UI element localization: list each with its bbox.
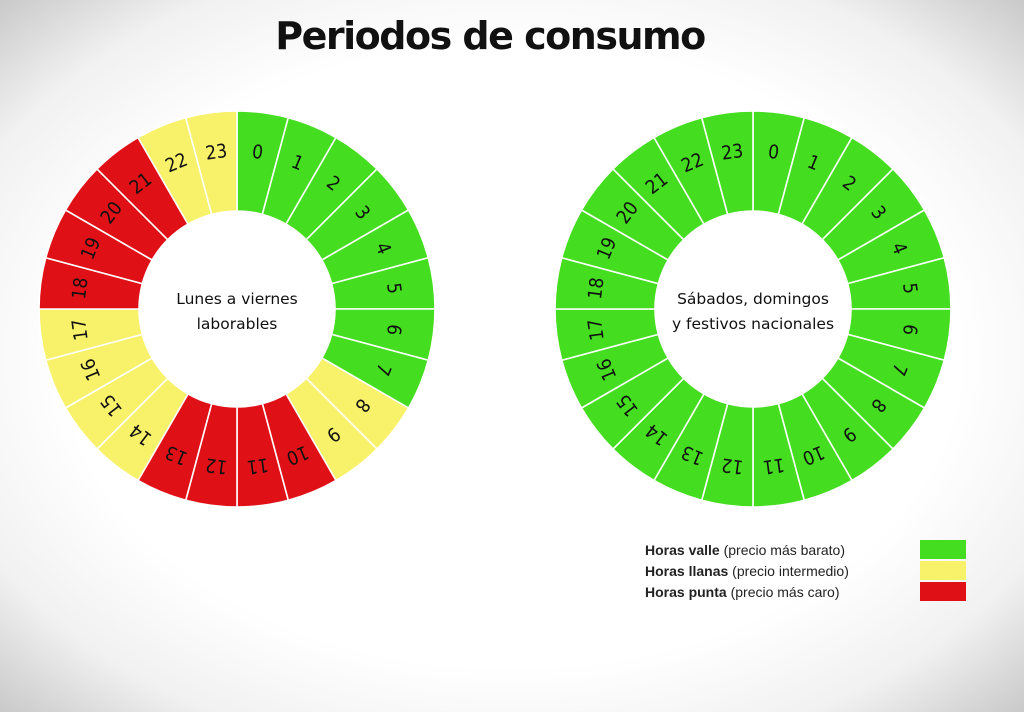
hour-label-6: 6 (382, 323, 405, 337)
hour-label-12: 12 (204, 453, 228, 478)
legend-swatch-valle (920, 540, 966, 559)
wheel-center (656, 212, 850, 406)
page-title: Periodos de consumo (275, 14, 706, 58)
legend-label: Horas punta (645, 584, 727, 600)
hour-segment-23 (184, 110, 238, 216)
hour-label-0: 0 (251, 141, 265, 164)
wheel-center-label: Lunes a viernes (176, 290, 298, 308)
hour-label-6: 6 (898, 323, 921, 337)
hour-label-11: 11 (761, 453, 785, 478)
hour-label-23: 23 (720, 140, 744, 165)
wheel-center-label: y festivos nacionales (672, 315, 834, 333)
legend-label: Horas llanas (645, 563, 729, 579)
hour-label-5: 5 (898, 282, 921, 296)
wheel-center (140, 212, 334, 406)
hour-label-23: 23 (204, 140, 228, 165)
hour-label-18: 18 (68, 276, 93, 300)
legend-item-punta: Horas punta (precio más caro) (645, 582, 970, 602)
wheel-center-label: laborables (197, 315, 278, 333)
hour-label-12: 12 (720, 453, 744, 478)
legend-item-llanas: Horas llanas (precio intermedio) (645, 561, 970, 581)
hour-label-5: 5 (382, 282, 405, 296)
legend-item-valle: Horas valle (precio más barato) (645, 540, 970, 560)
hour-label-18: 18 (584, 276, 609, 300)
legend-label: Horas valle (645, 542, 720, 558)
legend-detail: (precio intermedio) (728, 563, 849, 579)
hour-segment-23 (700, 110, 754, 216)
legend-swatch-llanas (920, 561, 966, 580)
legend: Horas valle (precio más barato) Horas ll… (645, 540, 970, 603)
legend-swatch-punta (920, 582, 966, 601)
wheel-center-label: Sábados, domingos (677, 290, 829, 308)
legend-detail: (precio más caro) (726, 584, 840, 600)
hour-label-0: 0 (767, 141, 781, 164)
legend-detail: (precio más barato) (719, 542, 845, 558)
hour-label-17: 17 (584, 317, 609, 341)
hour-label-17: 17 (68, 317, 93, 341)
hour-label-11: 11 (245, 453, 269, 478)
